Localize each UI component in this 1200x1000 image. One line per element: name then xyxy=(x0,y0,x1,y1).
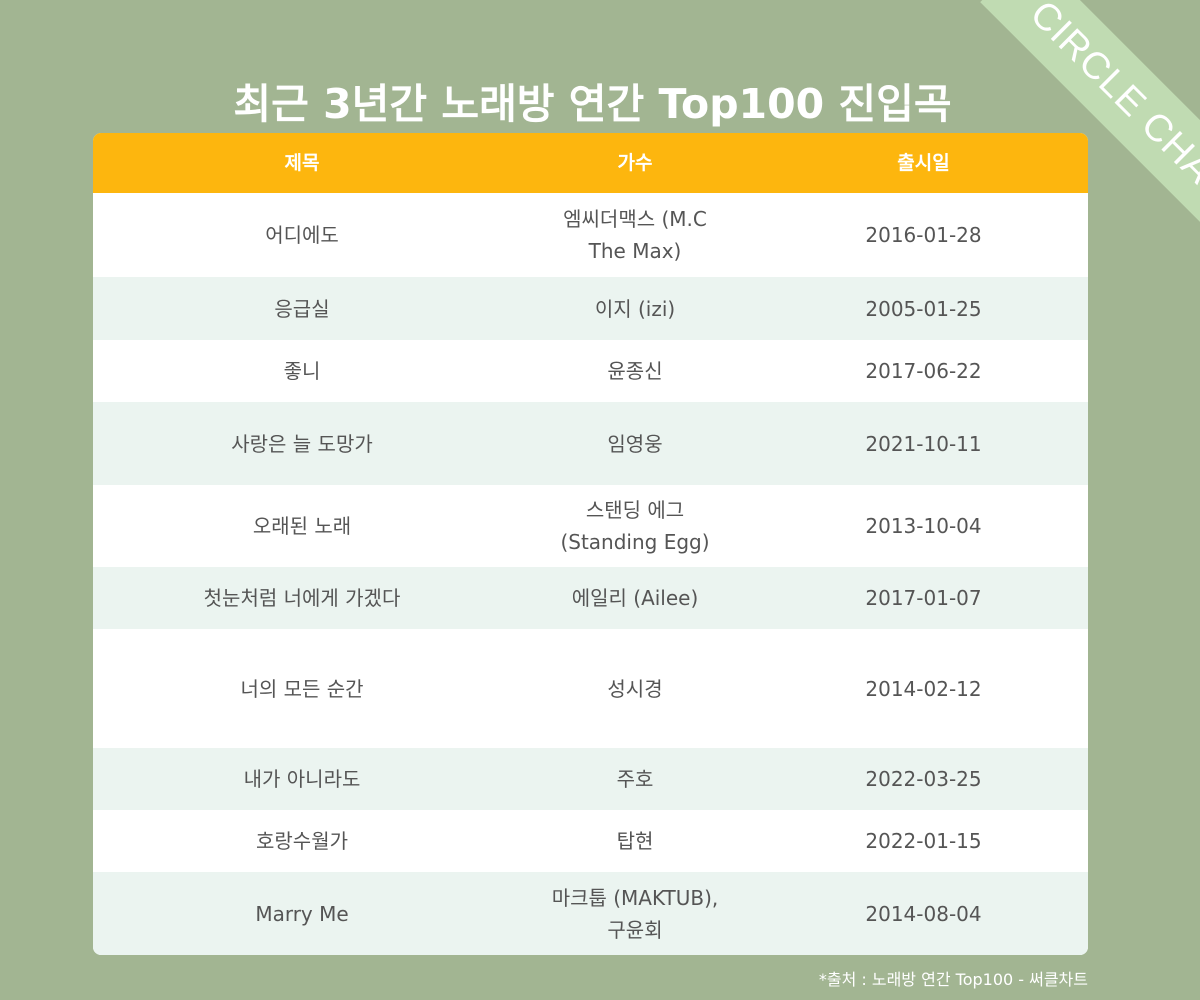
release-date-cell: 2017-01-07 xyxy=(865,586,982,610)
release-date-cell: 2013-10-04 xyxy=(865,514,982,538)
artist-cell: 탑현 xyxy=(616,829,654,853)
song-table: 제목 가수 출시일 어디에도 엠씨더맥스 (M.C The Max) 2016-01… xyxy=(93,133,1088,955)
song-title-cell: 첫눈처럼 너에게 가겠다 xyxy=(203,586,401,610)
table-row: 첫눈처럼 너에게 가겠다 에일리 (Ailee) 2017-01-07 xyxy=(93,567,1088,629)
header-artist: 가수 xyxy=(617,152,653,174)
song-title-cell: 호랑수월가 xyxy=(256,829,348,853)
artist-cell: 마크툽 (MAKTUB), 구윤회 xyxy=(551,885,719,942)
release-date-cell: 2016-01-28 xyxy=(865,223,982,247)
song-title-cell: 응급실 xyxy=(274,296,330,321)
song-title-cell: 오래된 노래 xyxy=(252,514,352,538)
song-title-cell: 어디에도 xyxy=(265,223,339,247)
release-date-cell: 2005-01-25 xyxy=(865,296,982,321)
release-date-cell: 2022-03-25 xyxy=(865,767,982,791)
song-title-cell: 좋니 xyxy=(283,359,321,383)
header-release-date: 출시일 xyxy=(897,152,950,174)
artist-cell: 에일리 (Ailee) xyxy=(571,586,699,610)
artist-cell: 성시경 xyxy=(607,676,663,701)
table-header: 제목 가수 출시일 xyxy=(93,133,1088,193)
release-date-cell: 2021-10-11 xyxy=(865,431,982,456)
table-row: 호랑수월가 탑현 2022-01-15 xyxy=(93,810,1088,872)
page-title: 최근 3년간 노래방 연간 Top100 진입곡 xyxy=(233,80,952,128)
table-row: 너의 모든 순간 성시경 2014-02-12 xyxy=(93,629,1088,748)
song-title-cell: 내가 아니라도 xyxy=(243,767,361,791)
source-note: *출처 : 노래방 연간 Top100 - 써클차트 xyxy=(818,970,1088,989)
release-date-cell: 2014-08-04 xyxy=(865,901,982,926)
artist-cell: 스탠딩 에그(Standing Egg) xyxy=(560,498,710,554)
table-row: 사랑은 늘 도망가 임영웅 2021-10-11 xyxy=(93,402,1088,485)
release-date-cell: 2022-01-15 xyxy=(865,829,982,853)
release-date-cell: 2014-02-12 xyxy=(865,676,982,701)
artist-cell: 이지 (izi) xyxy=(594,296,676,321)
header-title: 제목 xyxy=(284,152,320,174)
artist-cell: 엠씨더맥스 (M.C The Max) xyxy=(563,207,707,263)
table-row: 어디에도 엠씨더맥스 (M.C The Max) 2016-01-28 xyxy=(93,193,1088,277)
artist-cell: 주호 xyxy=(616,767,654,791)
table-row: 응급실 이지 (izi) 2005-01-25 xyxy=(93,277,1088,340)
table-row: Marry Me 마크툽 (MAKTUB), 구윤회 2014-08-04 xyxy=(93,872,1088,955)
table-row: 내가 아니라도 주호 2022-03-25 xyxy=(93,748,1088,810)
table-row: 오래된 노래 스탠딩 에그(Standing Egg) 2013-10-04 xyxy=(93,485,1088,567)
artist-cell: 임영웅 xyxy=(607,431,663,456)
artist-cell: 윤종신 xyxy=(607,359,663,383)
release-date-cell: 2017-06-22 xyxy=(865,359,982,383)
table-row: 좋니 윤종신 2017-06-22 xyxy=(93,340,1088,402)
song-title-cell: Marry Me xyxy=(255,901,349,926)
song-title-cell: 너의 모든 순간 xyxy=(240,676,364,701)
song-title-cell: 사랑은 늘 도망가 xyxy=(231,431,373,456)
